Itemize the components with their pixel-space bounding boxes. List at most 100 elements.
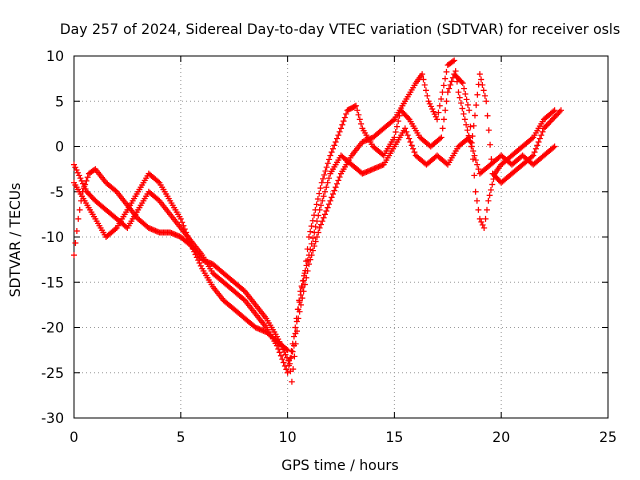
data-point — [325, 175, 332, 182]
data-point — [112, 187, 119, 194]
data-point — [84, 174, 91, 181]
data-point — [275, 345, 282, 352]
data-point — [435, 109, 442, 116]
data-point — [343, 110, 350, 117]
data-point — [438, 134, 445, 141]
data-point — [550, 144, 557, 151]
data-point — [530, 152, 537, 159]
data-point — [317, 185, 324, 192]
data-point — [91, 167, 98, 174]
data-point — [471, 172, 478, 179]
data-point — [410, 145, 417, 152]
data-point — [321, 188, 328, 195]
data-point — [286, 357, 293, 364]
data-point — [405, 115, 412, 122]
data-point — [81, 183, 88, 190]
data-point — [181, 226, 188, 233]
data-point — [177, 215, 184, 222]
data-point — [197, 262, 204, 269]
y-tick-label: -5 — [50, 185, 64, 201]
data-point — [464, 127, 471, 134]
data-point — [440, 116, 447, 123]
data-point — [332, 138, 339, 145]
data-point — [479, 81, 486, 88]
data-point — [550, 115, 557, 122]
data-point — [240, 287, 247, 294]
data-point — [316, 206, 323, 213]
data-point — [313, 234, 320, 240]
data-point — [456, 94, 463, 101]
data-point — [451, 57, 458, 64]
data-point — [277, 352, 284, 359]
data-point — [467, 138, 474, 145]
data-point — [279, 356, 286, 363]
data-point — [470, 156, 477, 163]
data-point — [463, 121, 470, 128]
data-point — [473, 197, 480, 204]
data-point — [554, 111, 561, 118]
data-point — [312, 223, 319, 230]
data-point — [532, 145, 539, 152]
data-point — [292, 340, 299, 347]
data-point — [403, 128, 410, 135]
data-point — [486, 192, 493, 199]
data-point — [481, 92, 488, 99]
data-point — [471, 112, 478, 119]
data-point — [77, 175, 84, 182]
data-point — [443, 98, 450, 105]
data-point — [299, 277, 306, 284]
data-point — [309, 247, 316, 254]
data-point — [291, 353, 298, 360]
data-point — [558, 107, 565, 114]
data-point — [358, 120, 365, 127]
data-point — [551, 107, 558, 114]
data-point — [73, 167, 80, 174]
data-point — [444, 89, 451, 96]
data-point — [320, 214, 327, 221]
data-point — [324, 204, 331, 211]
data-point — [473, 102, 480, 109]
data-point — [307, 256, 314, 263]
y-tick-label: -15 — [41, 275, 64, 291]
data-point — [474, 91, 481, 98]
data-point — [288, 354, 295, 361]
y-tick-label: 0 — [55, 140, 64, 156]
data-point — [339, 121, 346, 128]
data-point — [531, 149, 538, 156]
data-point — [284, 347, 291, 354]
data-point — [474, 161, 481, 168]
data-point — [71, 252, 77, 259]
data-point — [184, 232, 191, 239]
data-point — [439, 125, 446, 132]
data-point — [79, 180, 86, 187]
data-point — [550, 108, 557, 115]
data-point — [276, 349, 283, 356]
x-tick-label: 15 — [385, 430, 403, 446]
data-point — [72, 164, 79, 171]
data-point — [340, 118, 347, 125]
data-point — [332, 184, 339, 191]
data-point — [467, 123, 474, 130]
data-point — [319, 197, 326, 204]
data-point — [449, 58, 456, 65]
data-point — [72, 240, 79, 247]
data-point — [76, 172, 83, 179]
data-point — [195, 257, 202, 264]
data-point — [185, 236, 192, 243]
data-point — [315, 212, 322, 219]
data-point — [485, 197, 492, 204]
data-point — [471, 152, 478, 159]
data-point — [331, 187, 338, 194]
data-point — [424, 92, 431, 99]
data-point — [308, 223, 315, 230]
data-point — [468, 143, 475, 150]
data-point — [313, 218, 320, 225]
data-point — [481, 224, 488, 231]
data-point — [316, 190, 323, 197]
data-point — [551, 114, 558, 121]
data-point — [191, 248, 198, 255]
data-point — [466, 107, 473, 114]
data-point — [392, 129, 399, 136]
y-tick-label: -20 — [41, 321, 64, 337]
